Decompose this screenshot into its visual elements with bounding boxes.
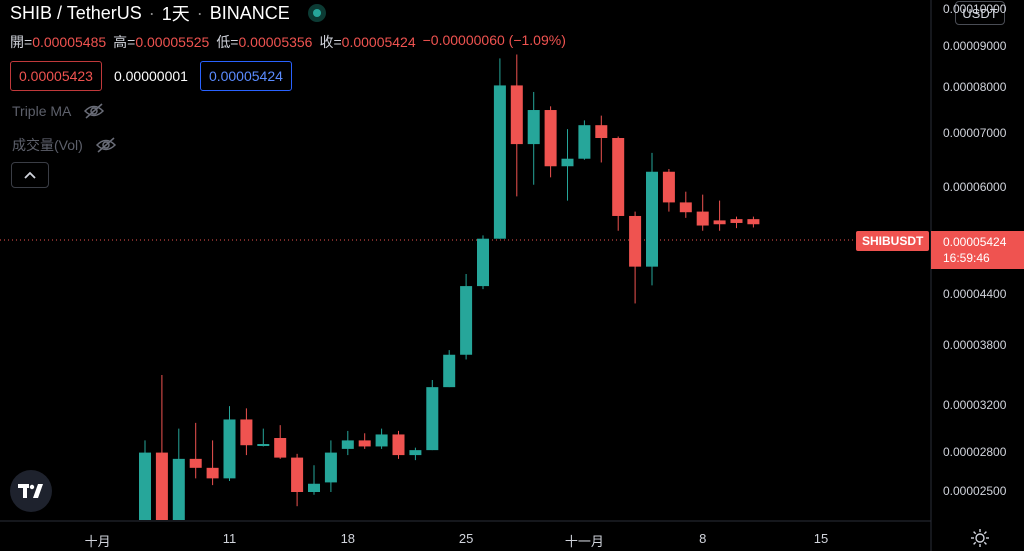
indicator-label: Triple MA xyxy=(12,103,72,119)
candle-body xyxy=(646,171,658,267)
candle-body xyxy=(477,238,489,287)
symbol-price-tag: SHIBUSDT xyxy=(856,231,930,251)
candle-body xyxy=(662,171,675,203)
price-tick-label: 0.00003800 xyxy=(943,338,1007,353)
candle-body xyxy=(257,444,270,447)
candle-body xyxy=(155,452,168,520)
gear-icon[interactable] xyxy=(970,528,990,548)
candle-body xyxy=(443,354,456,388)
candle-body xyxy=(578,125,591,159)
eye-hidden-icon[interactable] xyxy=(95,137,117,153)
bar-countdown: 16:59:46 xyxy=(943,251,990,265)
candle-body xyxy=(392,434,405,456)
candle-body xyxy=(747,219,760,225)
tradingview-logo[interactable] xyxy=(10,470,52,512)
candle-body xyxy=(544,110,557,167)
price-tick-label: 0.00008000 xyxy=(943,79,1007,94)
price-tick-label: 0.00007000 xyxy=(943,126,1007,140)
candle-body xyxy=(409,450,422,456)
candle-body xyxy=(493,85,506,239)
candle-body xyxy=(341,440,354,449)
candle-body xyxy=(679,202,692,213)
candle-body xyxy=(510,85,523,145)
currency-button[interactable]: USDT xyxy=(955,1,1005,25)
open-value: 0.00005485 xyxy=(32,34,107,50)
last-price-label: 0.00005424 16:59:46 xyxy=(931,231,1024,269)
price-tick-label: 0.00006000 xyxy=(943,179,1007,194)
candle-body xyxy=(696,211,709,226)
price-tick-label: 0.00004400 xyxy=(943,287,1007,302)
buy-button[interactable]: 0.00005424 xyxy=(199,61,292,91)
interval-label[interactable]: 1天 xyxy=(161,4,190,24)
high-value: 0.00005525 xyxy=(135,34,210,50)
time-tick-label: 25 xyxy=(458,531,474,546)
price-tick-label: 0.00002500 xyxy=(943,484,1007,498)
time-tick-label: 15 xyxy=(813,531,829,546)
candle-body xyxy=(274,438,287,458)
candle-body xyxy=(713,220,726,225)
spread-value: 0.00000001 xyxy=(113,68,188,84)
time-tick-label: 18 xyxy=(340,531,356,546)
candle-body xyxy=(139,452,151,520)
candle-body xyxy=(460,286,473,355)
sell-button[interactable]: 0.00005423 xyxy=(10,61,102,91)
ohlc-legend: 開=0.00005485 高=0.00005525 低=0.00005356 收… xyxy=(10,32,566,52)
close-value: 0.00005424 xyxy=(341,34,416,50)
candle-body xyxy=(291,457,304,492)
symbol-name[interactable]: SHIB / TetherUS xyxy=(10,2,142,23)
candle-body xyxy=(172,458,185,520)
separator-dot: · xyxy=(148,2,155,23)
collapse-legend-button[interactable] xyxy=(11,162,49,188)
price-tick-label: 0.00003200 xyxy=(943,398,1007,413)
candles xyxy=(139,54,760,520)
indicator-volume[interactable]: 成交量(Vol) xyxy=(12,135,117,155)
candle-body xyxy=(308,483,320,492)
indicator-triple-ma[interactable]: Triple MA xyxy=(12,103,105,119)
low-label: 低= xyxy=(216,34,239,50)
time-tick-label: 十一月 xyxy=(564,534,604,549)
candle-body xyxy=(426,387,439,451)
candle-body xyxy=(223,419,236,479)
candle-body xyxy=(561,158,574,167)
price-tick-label: 0.00010000 xyxy=(943,2,1007,16)
candle-body xyxy=(595,125,608,139)
price-tick-label: 0.00002800 xyxy=(943,444,1007,459)
high-label: 高= xyxy=(113,34,136,50)
candle-body xyxy=(206,467,219,479)
time-tick-label: 十月 xyxy=(84,534,111,549)
candle-body xyxy=(189,458,202,468)
candle-body xyxy=(240,419,253,446)
candle-body xyxy=(730,219,743,223)
candle-body xyxy=(324,452,337,483)
candle-body xyxy=(375,434,388,447)
time-tick-label: 8 xyxy=(699,531,707,546)
last-price-value: 0.00005424 xyxy=(943,235,1007,249)
chevron-up-icon xyxy=(24,171,36,179)
price-tick-label: 0.00009000 xyxy=(943,38,1007,53)
candle-body xyxy=(629,215,642,267)
candle-body xyxy=(612,138,625,216)
close-label: 收= xyxy=(319,34,342,50)
separator-dot: · xyxy=(196,2,203,23)
eye-hidden-icon[interactable] xyxy=(83,103,105,119)
change-value: −0.00000060 (−1.09%) xyxy=(422,32,566,48)
open-label: 開= xyxy=(10,34,33,50)
market-open-icon xyxy=(307,4,326,22)
symbol-header[interactable]: SHIB / TetherUS · 1天 · BINANCE xyxy=(10,2,326,24)
exchange-label: BINANCE xyxy=(209,2,290,23)
candle-body xyxy=(527,110,540,145)
low-value: 0.00005356 xyxy=(238,34,313,50)
time-tick-label: 11 xyxy=(222,531,237,546)
trade-panel: 0.00005423 0.00000001 0.00005424 xyxy=(10,61,292,91)
indicator-label: 成交量(Vol) xyxy=(12,137,83,153)
candle-body xyxy=(358,440,371,447)
tv-logo-icon xyxy=(18,484,43,498)
